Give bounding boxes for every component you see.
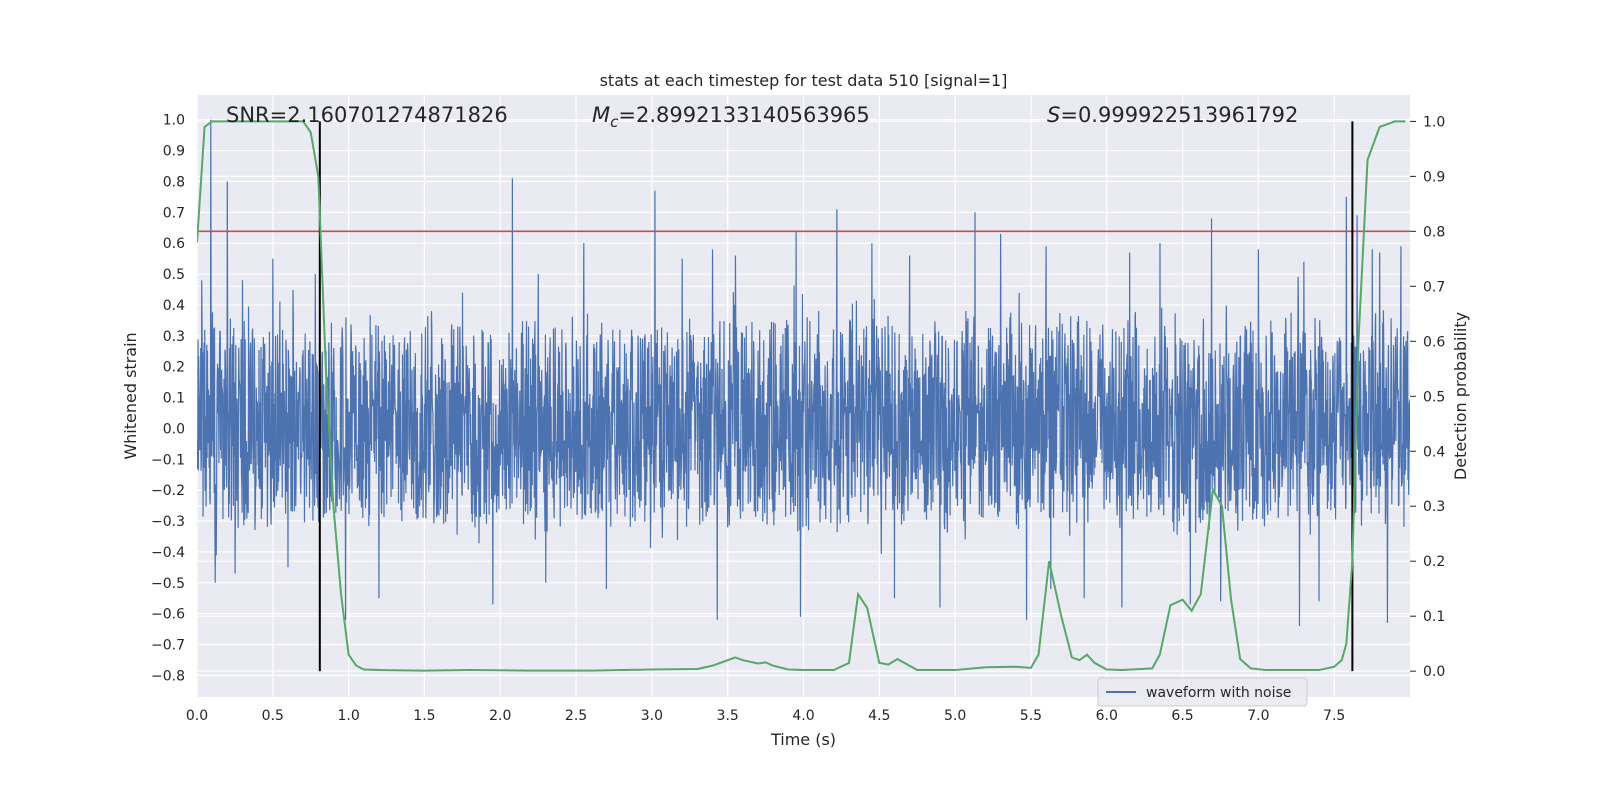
waveform-series xyxy=(197,119,1410,626)
waveform-line xyxy=(197,119,1410,626)
x-tick-label: 1.0 xyxy=(337,708,359,724)
y2-tick-label: 0.6 xyxy=(1423,334,1445,350)
y-axis-ticks: 1.0 0.9 0.8 0.7 0.6 0.5 0.4 0.3 0.2 0.1 0.0 −0.1 −0.… xyxy=(151,113,185,685)
y-tick-label: 0.2 xyxy=(163,360,185,376)
mc-symbol: M xyxy=(592,103,610,127)
y-tick-label: 0.8 xyxy=(163,174,185,190)
y2-tick-label: 0.4 xyxy=(1423,444,1445,460)
y-tick-label: 0.0 xyxy=(163,421,185,437)
legend-box xyxy=(1097,677,1308,707)
y-tick-label: −0.6 xyxy=(151,607,185,623)
y2-tick-label: 1.0 xyxy=(1423,114,1445,130)
y-tick-label: −0.1 xyxy=(151,452,185,468)
s-annotation: S=0.999922513961792 xyxy=(1047,103,1298,127)
y-tick-label: −0.7 xyxy=(151,638,185,654)
y-tick-label: 1.0 xyxy=(163,113,185,129)
y-tick-label: 0.1 xyxy=(163,391,185,407)
x-tick-label: 6.5 xyxy=(1171,708,1193,724)
y-axis-label: Whitened strain xyxy=(121,332,140,459)
y-tick-label: 0.6 xyxy=(163,236,185,252)
mc-subscript: c xyxy=(610,113,619,131)
x-axis-label: Time (s) xyxy=(770,730,836,749)
x-tick-label: 7.0 xyxy=(1247,708,1269,724)
s-symbol: S xyxy=(1047,103,1060,127)
y2-tick-label: 0.7 xyxy=(1423,279,1445,295)
x-tick-label: 4.5 xyxy=(868,708,890,724)
legend: waveform with noise xyxy=(1097,677,1308,707)
y-tick-label: 0.3 xyxy=(163,329,185,345)
y-tick-label: −0.3 xyxy=(151,514,185,530)
s-value: =0.999922513961792 xyxy=(1060,103,1298,127)
y-tick-label: −0.4 xyxy=(151,545,185,561)
snr-annotation: SNR=2.160701274871826 xyxy=(226,103,508,127)
y-tick-label: −0.5 xyxy=(151,576,185,592)
chirp-mass-annotation: Mc=2.8992133140563965 xyxy=(592,103,870,131)
mc-value: =2.8992133140563965 xyxy=(618,103,869,127)
y2-tick-label: 0.5 xyxy=(1423,389,1445,405)
x-tick-label: 3.5 xyxy=(717,708,739,724)
y-tick-label: −0.8 xyxy=(151,668,185,684)
y2-axis-ticks: 1.0 0.9 0.8 0.7 0.6 0.5 0.4 0.3 0.2 0.1 0.0 xyxy=(1410,114,1445,680)
x-axis-ticks: 0.0 0.5 1.0 1.5 2.0 2.5 3.0 3.5 4.0 4.5 5.0 5.5 6.0 6… xyxy=(186,708,1345,724)
y2-tick-label: 0.0 xyxy=(1423,664,1445,680)
x-tick-label: 2.5 xyxy=(565,708,587,724)
x-tick-label: 0.5 xyxy=(262,708,284,724)
detection-probability-line xyxy=(197,120,1406,672)
y2-tick-label: 0.9 xyxy=(1423,169,1445,185)
y-tick-label: 0.9 xyxy=(163,144,185,160)
y2-tick-label: 0.2 xyxy=(1423,554,1445,570)
x-tick-label: 6.0 xyxy=(1096,708,1118,724)
y-tick-label: 0.4 xyxy=(163,298,185,314)
x-tick-label: 2.0 xyxy=(489,708,511,724)
x-tick-label: 0.0 xyxy=(186,708,208,724)
y2-axis-label: Detection probability xyxy=(1451,312,1470,480)
y2-tick-label: 0.8 xyxy=(1423,224,1445,240)
x-tick-label: 4.0 xyxy=(792,708,814,724)
y-tick-label: 0.7 xyxy=(163,205,185,221)
y2-tick-label: 0.1 xyxy=(1423,609,1445,625)
chart-title: stats at each timestep for test data 510… xyxy=(600,71,1008,90)
y-tick-label: −0.2 xyxy=(151,483,185,499)
x-tick-label: 5.0 xyxy=(944,708,966,724)
legend-label: waveform with noise xyxy=(1146,685,1291,701)
x-tick-label: 7.5 xyxy=(1323,708,1345,724)
y-tick-label: 0.5 xyxy=(163,267,185,283)
y2-tick-label: 0.3 xyxy=(1423,499,1445,515)
x-tick-label: 1.5 xyxy=(413,708,435,724)
x-tick-label: 5.5 xyxy=(1020,708,1042,724)
x-tick-label: 3.0 xyxy=(641,708,663,724)
